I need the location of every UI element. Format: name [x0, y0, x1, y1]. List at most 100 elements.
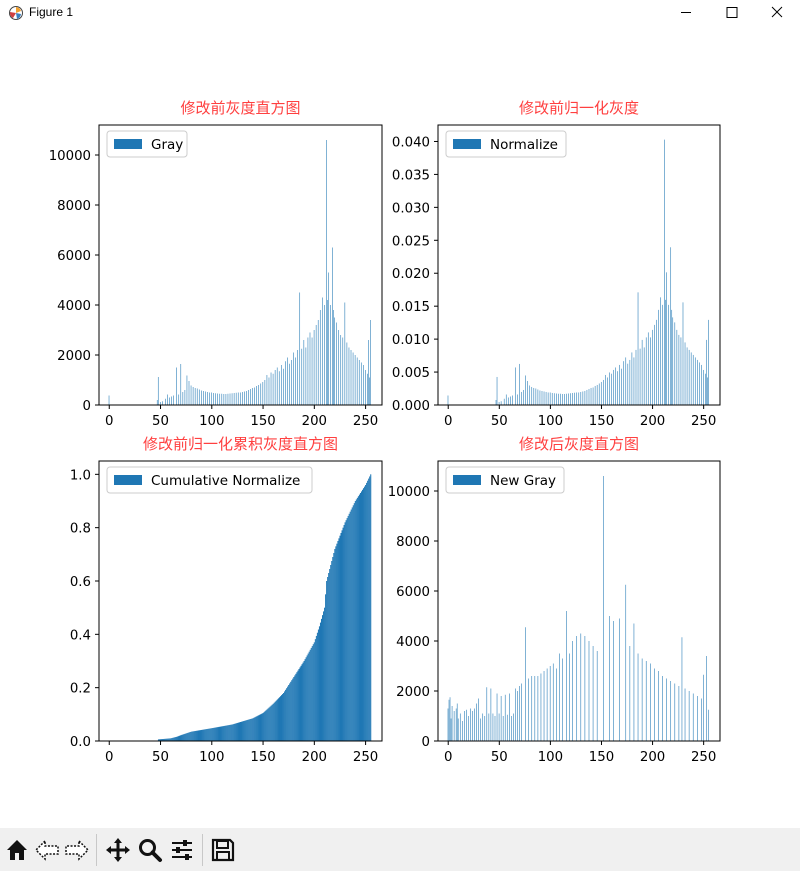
- histogram-bar: [576, 392, 578, 405]
- histogram-bar: [348, 513, 350, 741]
- histogram-bar: [283, 693, 285, 741]
- histogram-bar: [226, 725, 228, 741]
- window-title: Figure 1: [29, 5, 74, 19]
- legend-label: Normalize: [490, 137, 558, 153]
- histogram-bar: [187, 732, 189, 741]
- histogram-bar: [645, 661, 647, 741]
- x-tick-label: 250: [691, 750, 716, 765]
- histogram-bar: [160, 402, 161, 405]
- histogram-bar: [221, 393, 223, 405]
- histogram-bar: [173, 737, 175, 741]
- histogram-bar: [478, 698, 479, 741]
- histogram-bar: [549, 392, 551, 405]
- histogram-bar: [285, 361, 286, 405]
- histogram-bar: [333, 310, 334, 405]
- histogram-bar: [242, 392, 243, 405]
- histogram-bar: [292, 678, 294, 741]
- histogram-bar: [305, 657, 307, 741]
- histogram-bar: [344, 522, 346, 741]
- histogram-bar: [229, 393, 231, 405]
- histogram-bar: [660, 297, 661, 405]
- histogram-bar: [157, 377, 159, 405]
- histogram-bar: [449, 697, 451, 741]
- histogram-bar: [688, 691, 690, 741]
- x-tick-label: 150: [589, 414, 614, 429]
- histogram-bar: [297, 350, 298, 405]
- back-arrow-icon[interactable]: [33, 836, 61, 864]
- x-tick-label: 50: [152, 750, 169, 765]
- histogram-bar: [223, 725, 225, 741]
- histogram-bar: [272, 373, 274, 405]
- forward-arrow-icon[interactable]: [63, 836, 91, 864]
- histogram-bar: [337, 541, 339, 741]
- y-tick-label: 8000: [57, 199, 91, 214]
- figure-canvas[interactable]: 0 50 100 150 200 2500200040006000800010000修改前…: [0, 26, 800, 828]
- histogram-bar: [592, 646, 594, 741]
- maximize-button[interactable]: [710, 0, 756, 26]
- zoom-magnifier-icon[interactable]: [136, 836, 164, 864]
- histogram-bar: [654, 324, 655, 405]
- histogram-bar: [367, 480, 369, 741]
- y-tick-label: 0.035: [392, 168, 430, 183]
- histogram-bar: [498, 402, 500, 405]
- histogram-bar: [553, 393, 555, 405]
- histogram-bar: [681, 637, 683, 741]
- histogram-bar: [271, 704, 273, 741]
- pan-move-icon[interactable]: [104, 836, 132, 864]
- histogram-bar: [301, 664, 303, 741]
- histogram-bar: [325, 594, 327, 741]
- histogram-bar: [498, 713, 500, 741]
- histogram-bar: [365, 370, 366, 405]
- y-tick-label: 8000: [396, 535, 430, 550]
- histogram-bar: [451, 706, 453, 741]
- histogram-bar: [291, 360, 292, 405]
- close-button[interactable]: [754, 0, 800, 26]
- histogram-bar: [317, 629, 319, 741]
- histogram-bar: [194, 388, 196, 405]
- save-floppy-icon[interactable]: [209, 836, 237, 864]
- histogram-bar: [275, 700, 277, 741]
- histogram-bar: [200, 730, 202, 741]
- histogram-bar: [456, 703, 458, 741]
- histogram-bar: [252, 388, 253, 405]
- histogram-bar: [582, 391, 584, 405]
- histogram-bar: [204, 729, 206, 741]
- histogram-bar: [350, 509, 352, 741]
- histogram-bar: [286, 688, 288, 741]
- histogram-bar: [359, 493, 361, 741]
- histogram-bar: [322, 615, 324, 741]
- histogram-bar: [301, 348, 303, 405]
- configure-subplots-icon[interactable]: [168, 836, 196, 864]
- home-icon[interactable]: [3, 836, 31, 864]
- histogram-bar: [697, 696, 698, 741]
- histogram-bar: [641, 339, 643, 405]
- axes-frame: [98, 124, 383, 406]
- histogram-bar: [584, 636, 586, 741]
- histogram-bar: [515, 688, 516, 741]
- histogram-bar: [521, 391, 522, 405]
- histogram-bar: [556, 393, 557, 405]
- histogram-bar: [233, 723, 235, 741]
- histogram-bar: [196, 388, 198, 405]
- histogram-bar: [658, 309, 659, 405]
- histogram-bar: [365, 485, 367, 741]
- histogram-bar: [180, 364, 182, 405]
- histogram-bar: [258, 385, 259, 405]
- histogram-bar: [528, 678, 529, 741]
- histogram-bar: [223, 394, 225, 405]
- histogram-bar: [347, 515, 349, 741]
- histogram-bar: [543, 671, 545, 741]
- histogram-bar: [588, 388, 590, 405]
- histogram-bar: [266, 375, 268, 405]
- histogram-bar: [358, 494, 360, 741]
- bars-group: [447, 476, 709, 741]
- histogram-bar: [512, 395, 513, 405]
- histogram-bar: [185, 733, 187, 741]
- histogram-bar: [222, 726, 224, 741]
- histogram-bar: [182, 734, 184, 741]
- minimize-button[interactable]: [664, 0, 710, 26]
- histogram-bar: [227, 393, 229, 405]
- histogram-bar: [160, 739, 162, 741]
- histogram-bar: [176, 736, 178, 741]
- histogram-bar: [175, 737, 177, 741]
